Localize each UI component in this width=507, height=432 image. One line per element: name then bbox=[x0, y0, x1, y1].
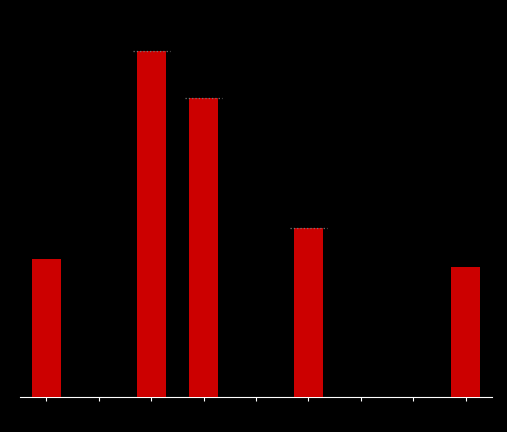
Bar bbox=[32, 259, 61, 397]
Bar bbox=[451, 267, 480, 397]
Bar bbox=[294, 228, 323, 397]
Bar bbox=[137, 51, 166, 397]
Bar bbox=[189, 98, 218, 397]
